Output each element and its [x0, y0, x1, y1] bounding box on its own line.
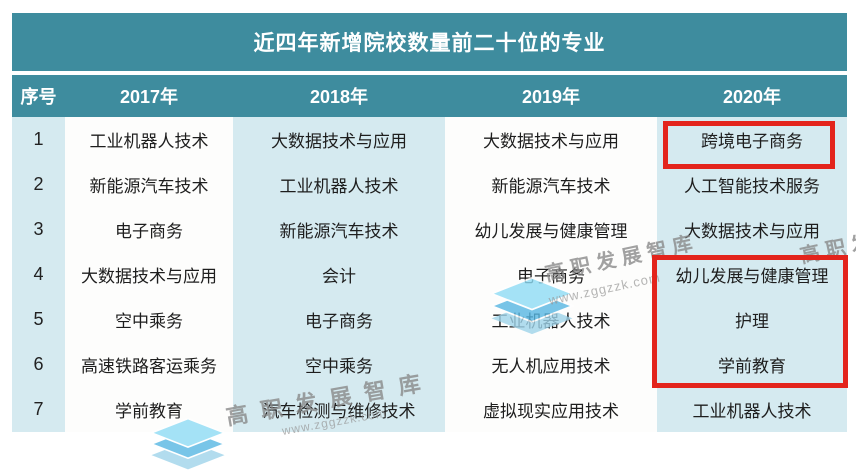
column-header-2019: 2019年	[521, 87, 581, 107]
table-cell: 工业机器人技术	[279, 177, 399, 196]
column-2019: 大数据技术与应用 新能源汽车技术 幼儿发展与健康管理 电子商务 工业机器人技术 …	[445, 117, 657, 432]
table-cell: 大数据技术与应用	[271, 132, 407, 151]
table-cell: 虚拟现实应用技术	[483, 402, 619, 421]
column-header-no: 序号	[20, 87, 57, 107]
column-header-2018: 2018年	[309, 87, 369, 107]
column-header-2017: 2017年	[119, 87, 179, 107]
table-cell: 7	[33, 399, 44, 419]
table-cell: 6	[33, 354, 44, 374]
table-cell: 无人机应用技术	[491, 357, 611, 376]
column-header-2020: 2020年	[722, 87, 782, 107]
table-cell: 工业机器人技术	[491, 312, 611, 331]
table-cell: 幼儿发展与健康管理	[675, 267, 829, 286]
column-2018: 大数据技术与应用 工业机器人技术 新能源汽车技术 会计 电子商务 空中乘务 汽车…	[233, 117, 445, 432]
table-cell: 空中乘务	[115, 312, 183, 331]
table-cell: 人工智能技术服务	[684, 177, 820, 196]
table-cell: 幼儿发展与健康管理	[474, 222, 628, 241]
table-title-bar: 近四年新增院校数量前二十位的专业	[12, 13, 847, 71]
table-cell: 学前教育	[718, 357, 786, 376]
table-cell: 护理	[735, 312, 769, 331]
table-cell: 大数据技术与应用	[483, 132, 619, 151]
majors-table: 近四年新增院校数量前二十位的专业 序号 2017年 2018年 2019年 20…	[12, 13, 847, 432]
table-cell: 3	[33, 219, 44, 239]
table-cell: 电子商务	[115, 222, 183, 241]
table-cell: 新能源汽车技术	[491, 177, 611, 196]
table-cell: 高速铁路客运乘务	[81, 357, 217, 376]
table-cell: 工业机器人技术	[692, 402, 812, 421]
table-cell: 电子商务	[305, 312, 373, 331]
table-cell: 2	[33, 174, 44, 194]
table-header-row: 序号 2017年 2018年 2019年 2020年	[12, 75, 847, 117]
table-cell: 大数据技术与应用	[684, 222, 820, 241]
table-cell: 电子商务	[517, 267, 585, 286]
table-body: 1 2 3 4 5 6 7 工业机器人技术 新能源汽车技术 电子商务 大数据技术…	[12, 117, 847, 432]
column-2020: 跨境电子商务 人工智能技术服务 大数据技术与应用 幼儿发展与健康管理 护理 学前…	[657, 117, 847, 432]
table-cell: 1	[33, 129, 44, 149]
column-2017: 工业机器人技术 新能源汽车技术 电子商务 大数据技术与应用 空中乘务 高速铁路客…	[65, 117, 233, 432]
table-cell: 新能源汽车技术	[279, 222, 399, 241]
table-cell: 5	[33, 309, 44, 329]
column-no: 1 2 3 4 5 6 7	[12, 117, 65, 432]
page-title: 近四年新增院校数量前二十位的专业	[253, 32, 606, 55]
table-cell: 跨境电子商务	[701, 132, 803, 151]
table-cell: 新能源汽车技术	[89, 177, 209, 196]
table-cell: 4	[33, 264, 44, 284]
table-cell: 大数据技术与应用	[81, 267, 217, 286]
table-cell: 空中乘务	[305, 357, 373, 376]
table-cell: 学前教育	[115, 402, 183, 421]
table-cell: 工业机器人技术	[89, 132, 209, 151]
table-cell: 会计	[322, 267, 356, 286]
table-cell: 汽车检测与维修技术	[262, 402, 416, 421]
